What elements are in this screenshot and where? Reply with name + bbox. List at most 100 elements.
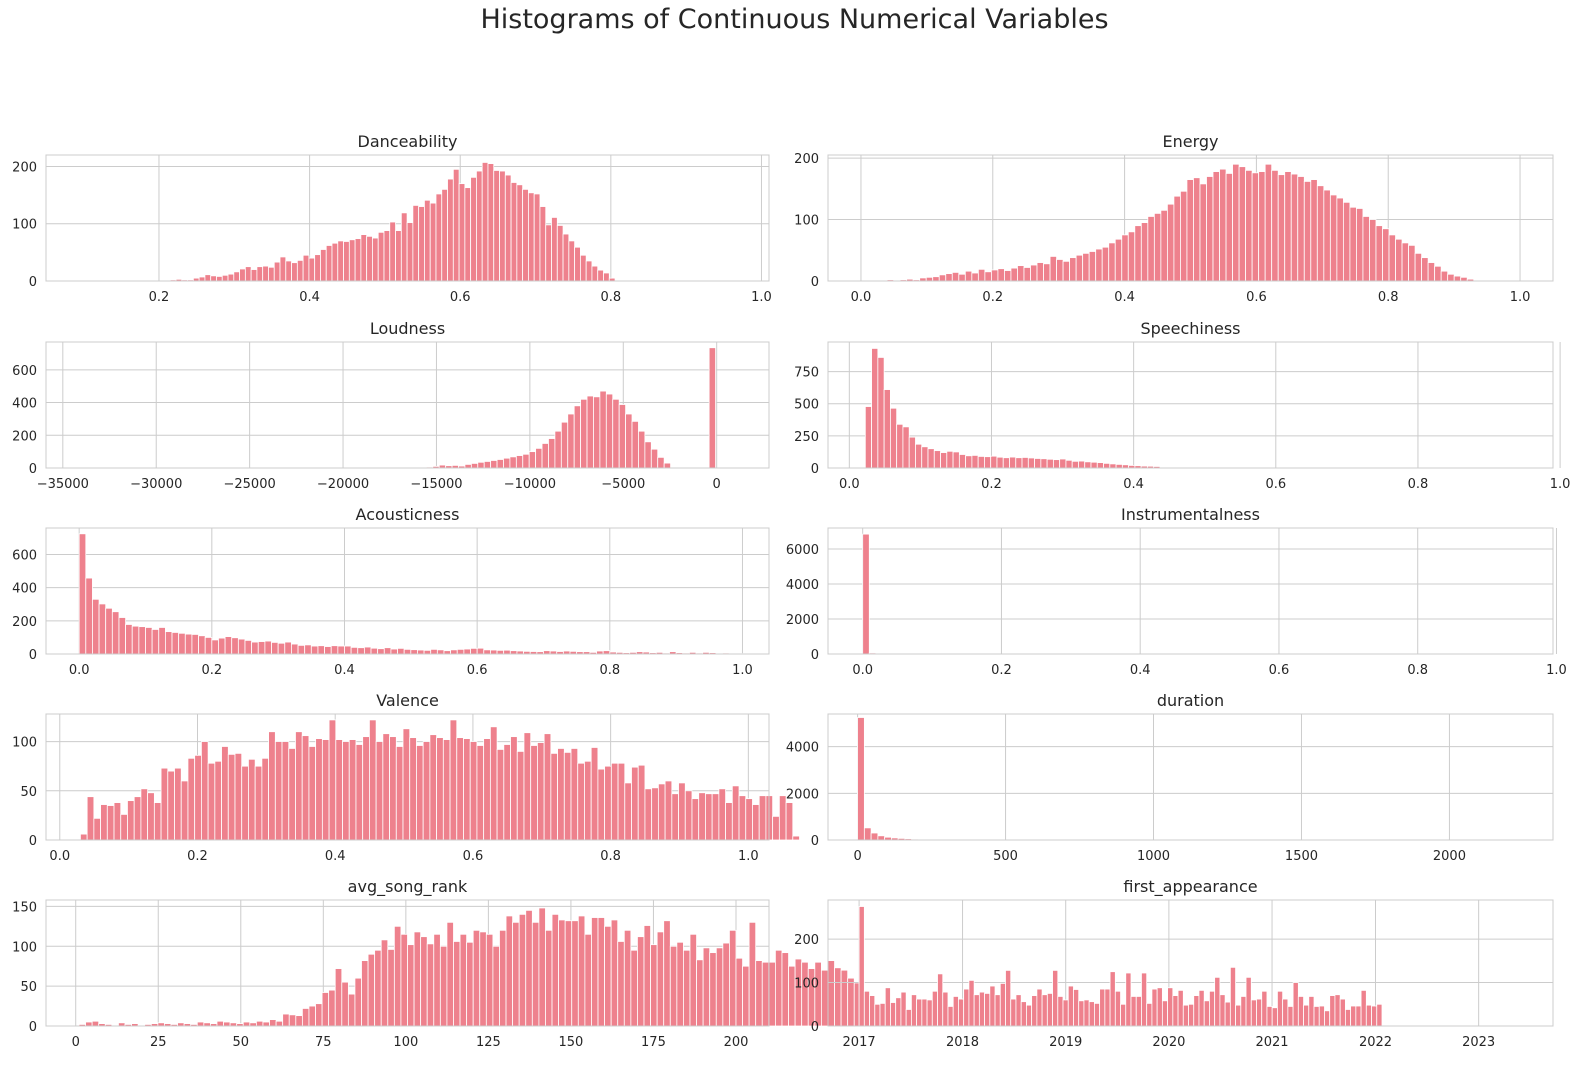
- x-tick-label: 0.4: [334, 663, 355, 678]
- histogram-bar: [617, 762, 626, 841]
- y-tick-label: 600: [12, 364, 37, 379]
- histogram-bar: [1188, 1003, 1195, 1027]
- x-tick-label: 125: [476, 1035, 501, 1050]
- histogram-bar: [1057, 996, 1064, 1027]
- histogram-bar: [347, 993, 356, 1027]
- histogram-bar: [1382, 228, 1390, 282]
- histogram-bar: [990, 269, 999, 282]
- histogram-bar: [1447, 273, 1455, 282]
- y-tick-label: 100: [794, 977, 819, 992]
- y-tick-label: 0: [811, 462, 819, 477]
- histogram-bar: [429, 202, 437, 282]
- histogram-bar: [840, 969, 849, 1027]
- histogram-bar: [360, 234, 368, 282]
- histogram-bar: [118, 617, 126, 655]
- x-tick-label: 0.8: [1408, 477, 1429, 492]
- histogram-bar: [241, 765, 249, 841]
- histogram-bar: [516, 184, 524, 282]
- histogram-bar: [317, 645, 325, 655]
- histogram-bar: [302, 254, 310, 282]
- histogram-bar: [510, 736, 518, 841]
- histogram-bar: [631, 766, 639, 841]
- histogram-bar: [1336, 197, 1344, 282]
- histogram-bar: [1214, 976, 1221, 1027]
- histogram-bar: [862, 533, 870, 655]
- histogram-bar: [1104, 988, 1111, 1027]
- histogram-bar: [295, 1015, 303, 1027]
- histogram-bar: [931, 990, 938, 1027]
- histogram-bar: [556, 225, 564, 282]
- histogram-bar: [362, 736, 370, 841]
- histogram-bar: [140, 788, 149, 841]
- histogram-bar: [402, 728, 411, 841]
- x-tick-label: 200: [724, 1035, 749, 1050]
- histogram-bar: [678, 782, 686, 841]
- histogram-bar: [453, 941, 461, 1027]
- histogram-bar: [1277, 174, 1286, 282]
- histogram-bar: [612, 398, 620, 469]
- histogram-bar: [469, 741, 478, 841]
- histogram-bar: [463, 738, 471, 841]
- histogram-bar: [198, 635, 206, 655]
- histogram-bar: [80, 833, 88, 841]
- histogram-bar: [485, 933, 494, 1027]
- x-tick-label: 0.8: [599, 663, 620, 678]
- histogram-bar: [321, 739, 330, 841]
- histogram-bar: [531, 921, 540, 1027]
- histogram-bar: [433, 933, 441, 1027]
- histogram-bar: [1031, 995, 1038, 1027]
- histogram-bar: [705, 793, 713, 841]
- histogram-bar: [406, 222, 414, 282]
- histogram-bar: [499, 170, 506, 282]
- histogram-bar: [412, 204, 420, 282]
- histogram-bar: [196, 1021, 205, 1027]
- histogram-bar: [86, 796, 95, 841]
- histogram-bar: [539, 206, 547, 282]
- histogram-bar: [308, 257, 316, 282]
- histogram-bar: [262, 265, 269, 282]
- histogram-bar: [1156, 987, 1163, 1027]
- x-tick-label: 1.0: [751, 290, 772, 305]
- histogram-bar: [456, 737, 464, 841]
- histogram-bar: [395, 746, 404, 841]
- subplot-title: Acousticness: [356, 505, 460, 524]
- histogram-bar: [550, 752, 558, 841]
- histogram-bar: [1313, 1006, 1320, 1027]
- histogram-bar: [1167, 987, 1174, 1027]
- histogram-bar: [1059, 458, 1067, 469]
- histogram-bar: [1049, 256, 1057, 282]
- x-tick-label: 2020: [1152, 1035, 1185, 1050]
- histogram-bar: [435, 193, 443, 282]
- histogram-bar: [618, 404, 626, 469]
- histogram-bar: [463, 648, 471, 655]
- histogram-bar: [537, 742, 545, 841]
- histogram-bar: [945, 273, 953, 282]
- histogram-bar: [383, 647, 392, 655]
- histogram-bar: [989, 985, 996, 1027]
- y-tick-label: 6000: [786, 543, 819, 558]
- histogram-bar: [1344, 1009, 1352, 1027]
- histogram-bar: [85, 1021, 93, 1027]
- x-tick-label: 150: [559, 1035, 584, 1050]
- histogram-bar: [597, 917, 605, 1027]
- histogram-bar: [429, 734, 438, 841]
- histogram-bar: [1261, 990, 1268, 1027]
- histogram-bar: [164, 631, 173, 655]
- histogram-bar: [1235, 1004, 1242, 1027]
- histogram-bar: [605, 393, 614, 469]
- histogram-bar: [1173, 195, 1181, 282]
- x-tick-label: 1.0: [1546, 663, 1567, 678]
- histogram-bar: [863, 827, 872, 841]
- histogram-bar: [227, 273, 235, 282]
- histogram-bar: [1095, 248, 1103, 282]
- histogram-bar: [1043, 263, 1051, 282]
- x-tick-label: 50: [233, 1035, 250, 1050]
- histogram-bar: [282, 1013, 290, 1027]
- histogram-bar: [436, 649, 445, 655]
- histogram-bar: [742, 965, 750, 1027]
- histogram-bar: [1284, 171, 1292, 282]
- histogram-bar: [1339, 998, 1346, 1027]
- histogram-bar: [586, 395, 594, 469]
- histogram-bar: [315, 738, 323, 841]
- histogram-bar: [211, 639, 219, 655]
